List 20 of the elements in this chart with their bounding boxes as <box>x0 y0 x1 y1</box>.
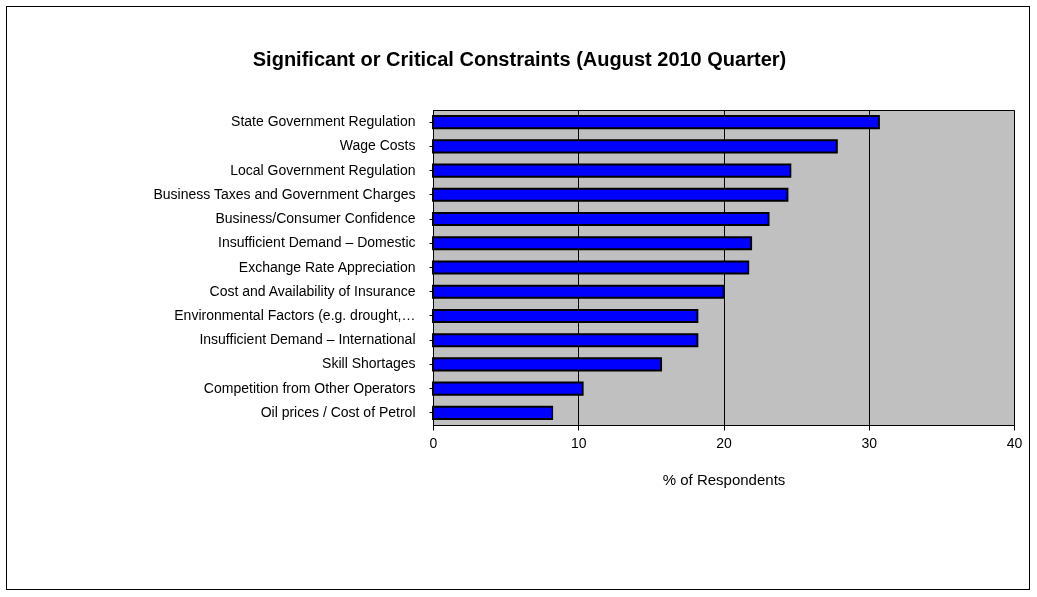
y-tick-label: Local Government Regulation <box>230 161 416 178</box>
y-tick-label: Insufficient Demand – International <box>199 331 416 348</box>
y-tick-label: Competition from Other Operators <box>203 379 416 396</box>
y-tick-label: Business Taxes and Government Charges <box>153 185 416 202</box>
x-tick-label: 10 <box>570 434 587 451</box>
y-tick-label: Skill Shortages <box>322 355 416 372</box>
x-tick-label: 40 <box>1006 434 1023 451</box>
y-tick-label: Environmental Factors (e.g. drought,… <box>174 306 416 323</box>
y-tick-label: Oil prices / Cost of Petrol <box>260 403 416 420</box>
chart-title: Significant or Critical Constraints (August 2010 Quarter) <box>252 48 787 70</box>
y-tick-label: Insufficient Demand – Domestic <box>218 234 416 251</box>
x-tick-label: 0 <box>429 434 438 451</box>
y-tick-label: State Government Regulation <box>231 113 416 130</box>
y-tick-label: Business/Consumer Confidence <box>215 210 416 227</box>
x-tick-label: 30 <box>861 434 878 451</box>
x-axis-title: % of Respondents <box>662 470 786 488</box>
y-tick-label: Wage Costs <box>339 137 416 154</box>
y-tick-label: Cost and Availability of Insurance <box>209 282 416 299</box>
y-tick-label: Exchange Rate Appreciation <box>238 258 416 275</box>
x-tick-label: 20 <box>716 434 732 451</box>
